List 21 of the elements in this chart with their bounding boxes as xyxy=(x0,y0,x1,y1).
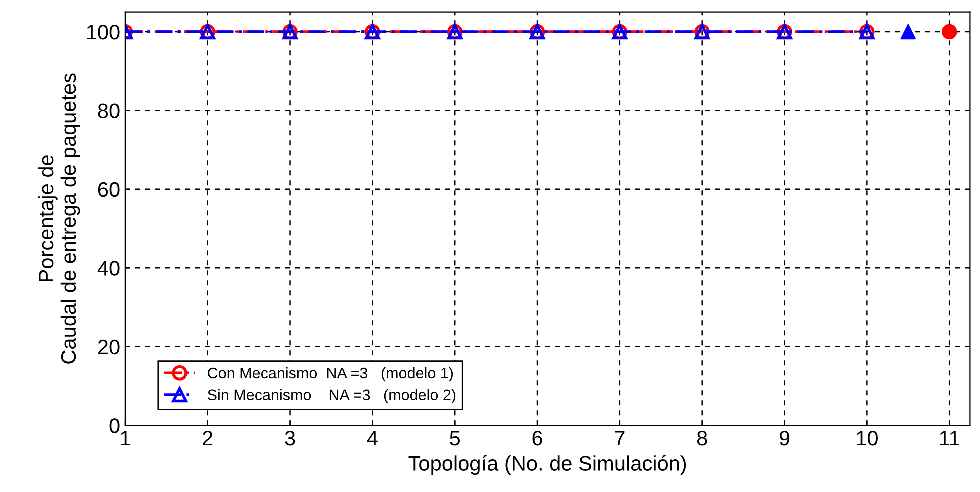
x-tick-label: 3 xyxy=(285,430,296,446)
y-tick-label: 60 xyxy=(98,182,120,198)
x-tick-label: 7 xyxy=(615,431,625,446)
x-tick-label: 11 xyxy=(940,431,960,446)
y-tick-label: 20 xyxy=(98,340,120,355)
x-tick-label: 1 xyxy=(121,431,130,446)
y-tick-label: 80 xyxy=(98,104,120,118)
x-tick-label: 9 xyxy=(780,430,790,446)
x-tick-label: 6 xyxy=(532,430,542,446)
y-tick-label: 40 xyxy=(98,261,120,276)
legend-label: Sin Mecanismo NA =3 (modelo 2) xyxy=(208,389,456,404)
x-tick-label: 4 xyxy=(367,431,378,446)
x-axis-title: Topología (No. de Simulación) xyxy=(408,455,686,476)
y-tick-label: 0 xyxy=(110,418,120,434)
y-tick-label: 100 xyxy=(87,24,120,40)
x-tick-label: 5 xyxy=(450,431,460,446)
x-tick-label: 2 xyxy=(203,430,213,446)
x-tick-label: 8 xyxy=(697,430,708,446)
legend-label: Con Mecanismo NA =3 (modelo 1) xyxy=(208,367,454,382)
y-axis-title: Porcentaje de Caudal de entrega de paquetes xyxy=(38,74,80,364)
x-tick-label: 10 xyxy=(857,430,878,446)
